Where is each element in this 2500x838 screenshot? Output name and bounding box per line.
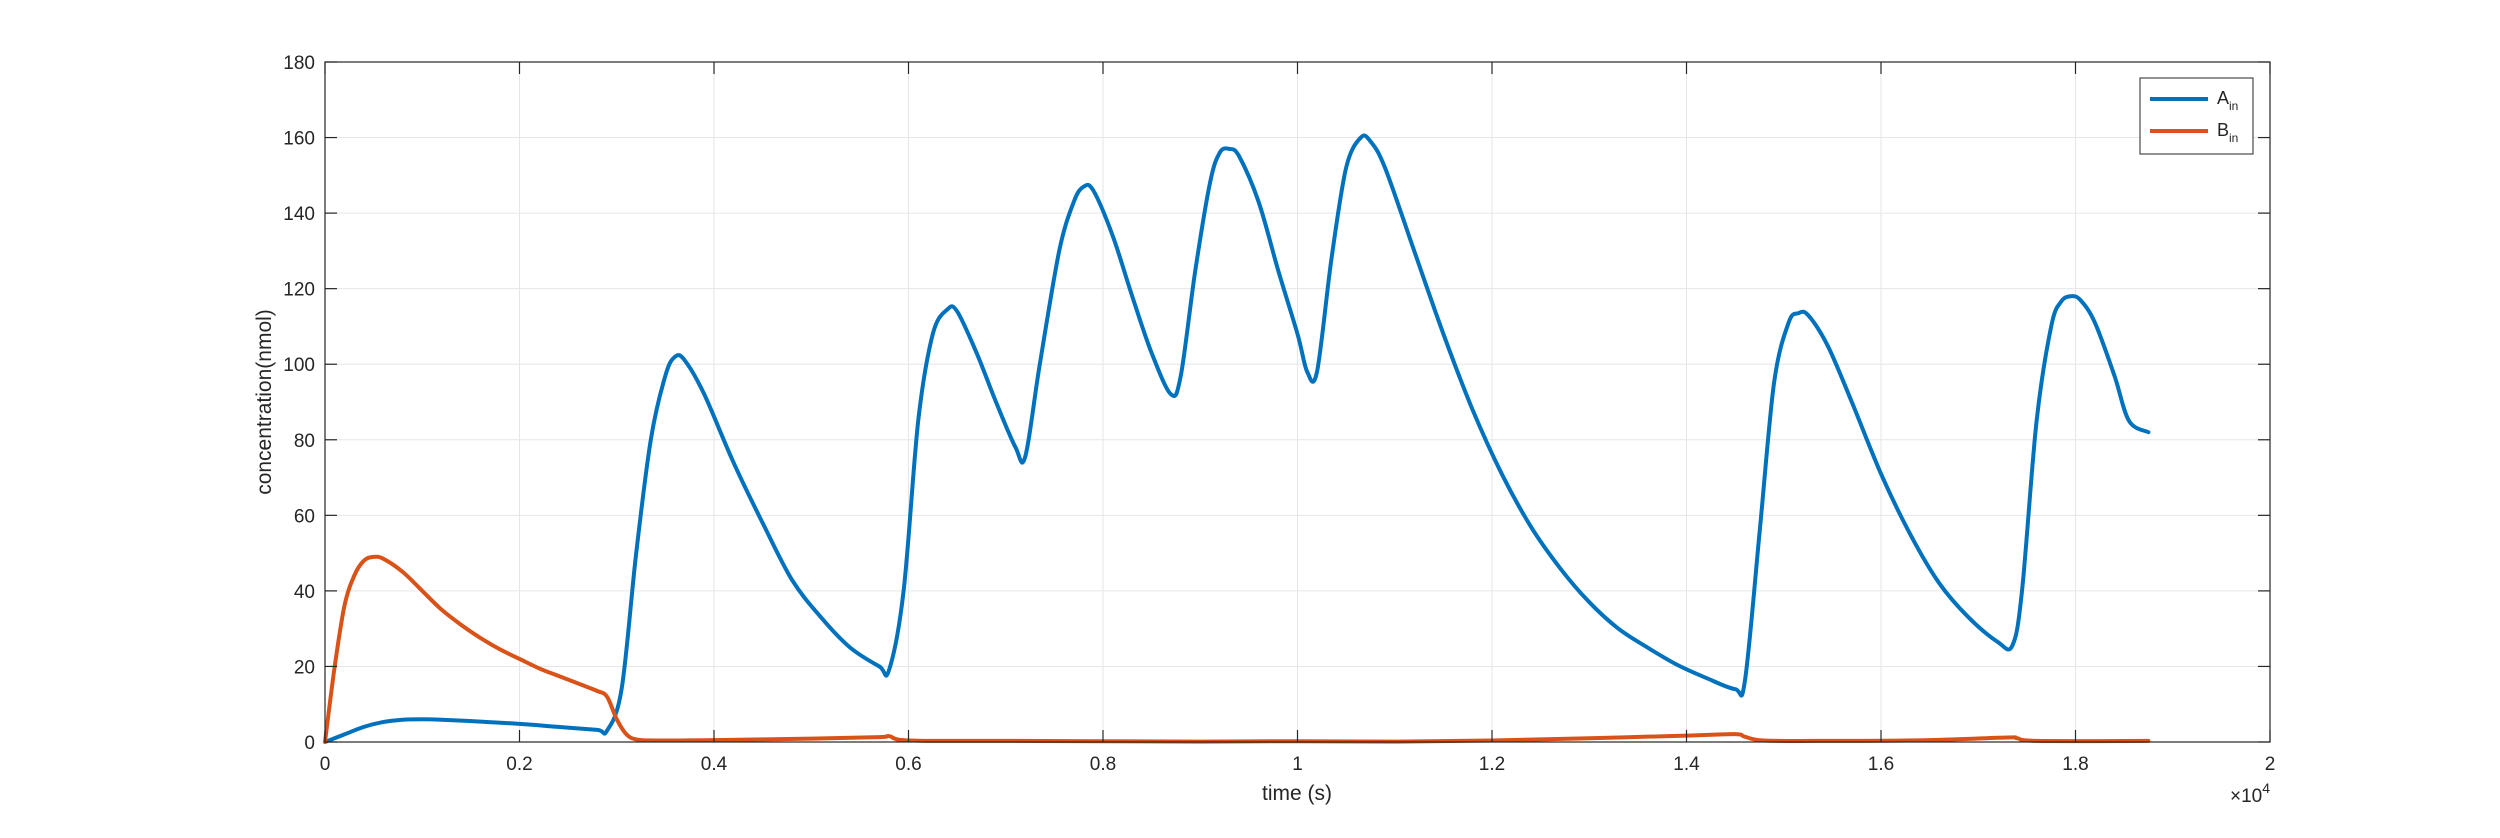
legend-label-b: Bin	[2217, 120, 2238, 145]
x-tick-label: 1.2	[1479, 754, 1505, 775]
series-line-a	[323, 133, 2151, 744]
x-axis-exponent-base: ×10	[2230, 786, 2262, 807]
y-tick-label: 80	[294, 431, 315, 452]
x-tick-label: 0.8	[1090, 754, 1116, 775]
y-tick-label: 100	[283, 355, 315, 376]
x-tick-label: 1.4	[1673, 754, 1700, 775]
x-tick-label: 0.4	[701, 754, 728, 775]
series-lines	[323, 133, 2151, 744]
y-tick-label: 160	[283, 129, 315, 150]
y-tick-label: 180	[283, 53, 315, 74]
x-tick-label: 0.6	[895, 754, 921, 775]
x-axis-label: time (s)	[1262, 782, 1332, 805]
y-tick-label: 0	[304, 733, 315, 754]
x-axis-exponent-power: 4	[2262, 780, 2270, 796]
legend: Ain Bin	[2139, 77, 2254, 155]
x-tick-label: 1.6	[1868, 754, 1894, 775]
x-tick-label: 0.2	[506, 754, 532, 775]
y-tick-label: 40	[294, 582, 315, 603]
y-tick-label: 60	[294, 506, 315, 527]
legend-label-a: Ain	[2217, 88, 2238, 113]
legend-box	[2139, 77, 2254, 155]
x-axis-exponent: ×104	[2230, 780, 2270, 807]
y-tick-label: 120	[283, 280, 315, 301]
x-tick-label: 0	[320, 754, 331, 775]
series-line-b	[323, 554, 2151, 744]
x-tick-label: 1	[1292, 754, 1303, 775]
axis-ticks: 0 0.2 0.4 0.6 0.8 1 1.2 1.4 1.6 1.8 20204060801001…	[283, 53, 2275, 775]
y-tick-label: 20	[294, 657, 315, 678]
x-tick-label: 2	[2265, 754, 2276, 775]
x-tick-label: 1.8	[2062, 754, 2088, 775]
y-tick-label: 140	[283, 204, 315, 225]
y-axis-label: concentration(nmol)	[253, 309, 276, 495]
